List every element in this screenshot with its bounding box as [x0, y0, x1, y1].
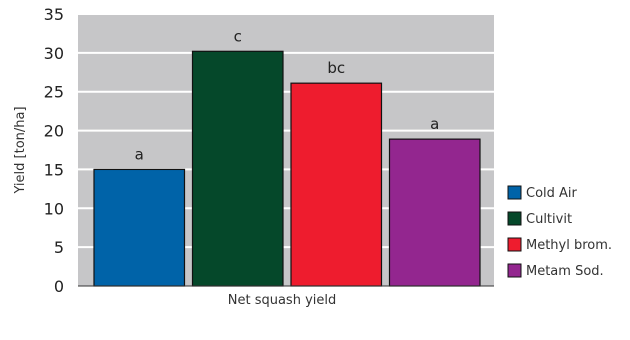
y-tick-label: 10 — [44, 199, 64, 218]
bar-annotation: a — [135, 145, 144, 163]
legend-swatch — [507, 185, 522, 200]
bar — [388, 138, 481, 287]
bar — [191, 50, 284, 287]
y-tick-label: 35 — [44, 5, 64, 24]
legend-label: Cultivit — [526, 212, 572, 227]
y-tick-labels: 0 5 10 15 20 25 30 35 — [44, 5, 64, 296]
legend: Cold Air Cultivit Methyl brom. Metam Sod. — [507, 185, 612, 279]
x-axis-label: Net squash yield — [228, 293, 337, 308]
y-tick-label: 5 — [54, 238, 64, 257]
y-tick-label: 30 — [44, 44, 64, 63]
legend-swatch — [507, 237, 522, 252]
bar-annotation: a — [430, 115, 439, 133]
legend-label: Methyl brom. — [526, 238, 612, 253]
bar-annotation: bc — [327, 59, 345, 77]
bar-annotation: c — [234, 27, 242, 45]
bar — [290, 82, 383, 287]
bar — [93, 168, 186, 287]
y-tick-label: 20 — [44, 122, 64, 141]
y-tick-label: 0 — [54, 277, 64, 296]
y-axis-label: Yield [ton/ha] — [13, 106, 28, 194]
y-tick-label: 15 — [44, 160, 64, 179]
legend-swatch — [507, 211, 522, 226]
y-tick-label: 25 — [44, 83, 64, 102]
bar-annotations: a c bc a — [135, 27, 440, 163]
legend-label: Metam Sod. — [526, 264, 604, 279]
legend-label: Cold Air — [526, 186, 578, 201]
legend-swatch — [507, 263, 522, 278]
